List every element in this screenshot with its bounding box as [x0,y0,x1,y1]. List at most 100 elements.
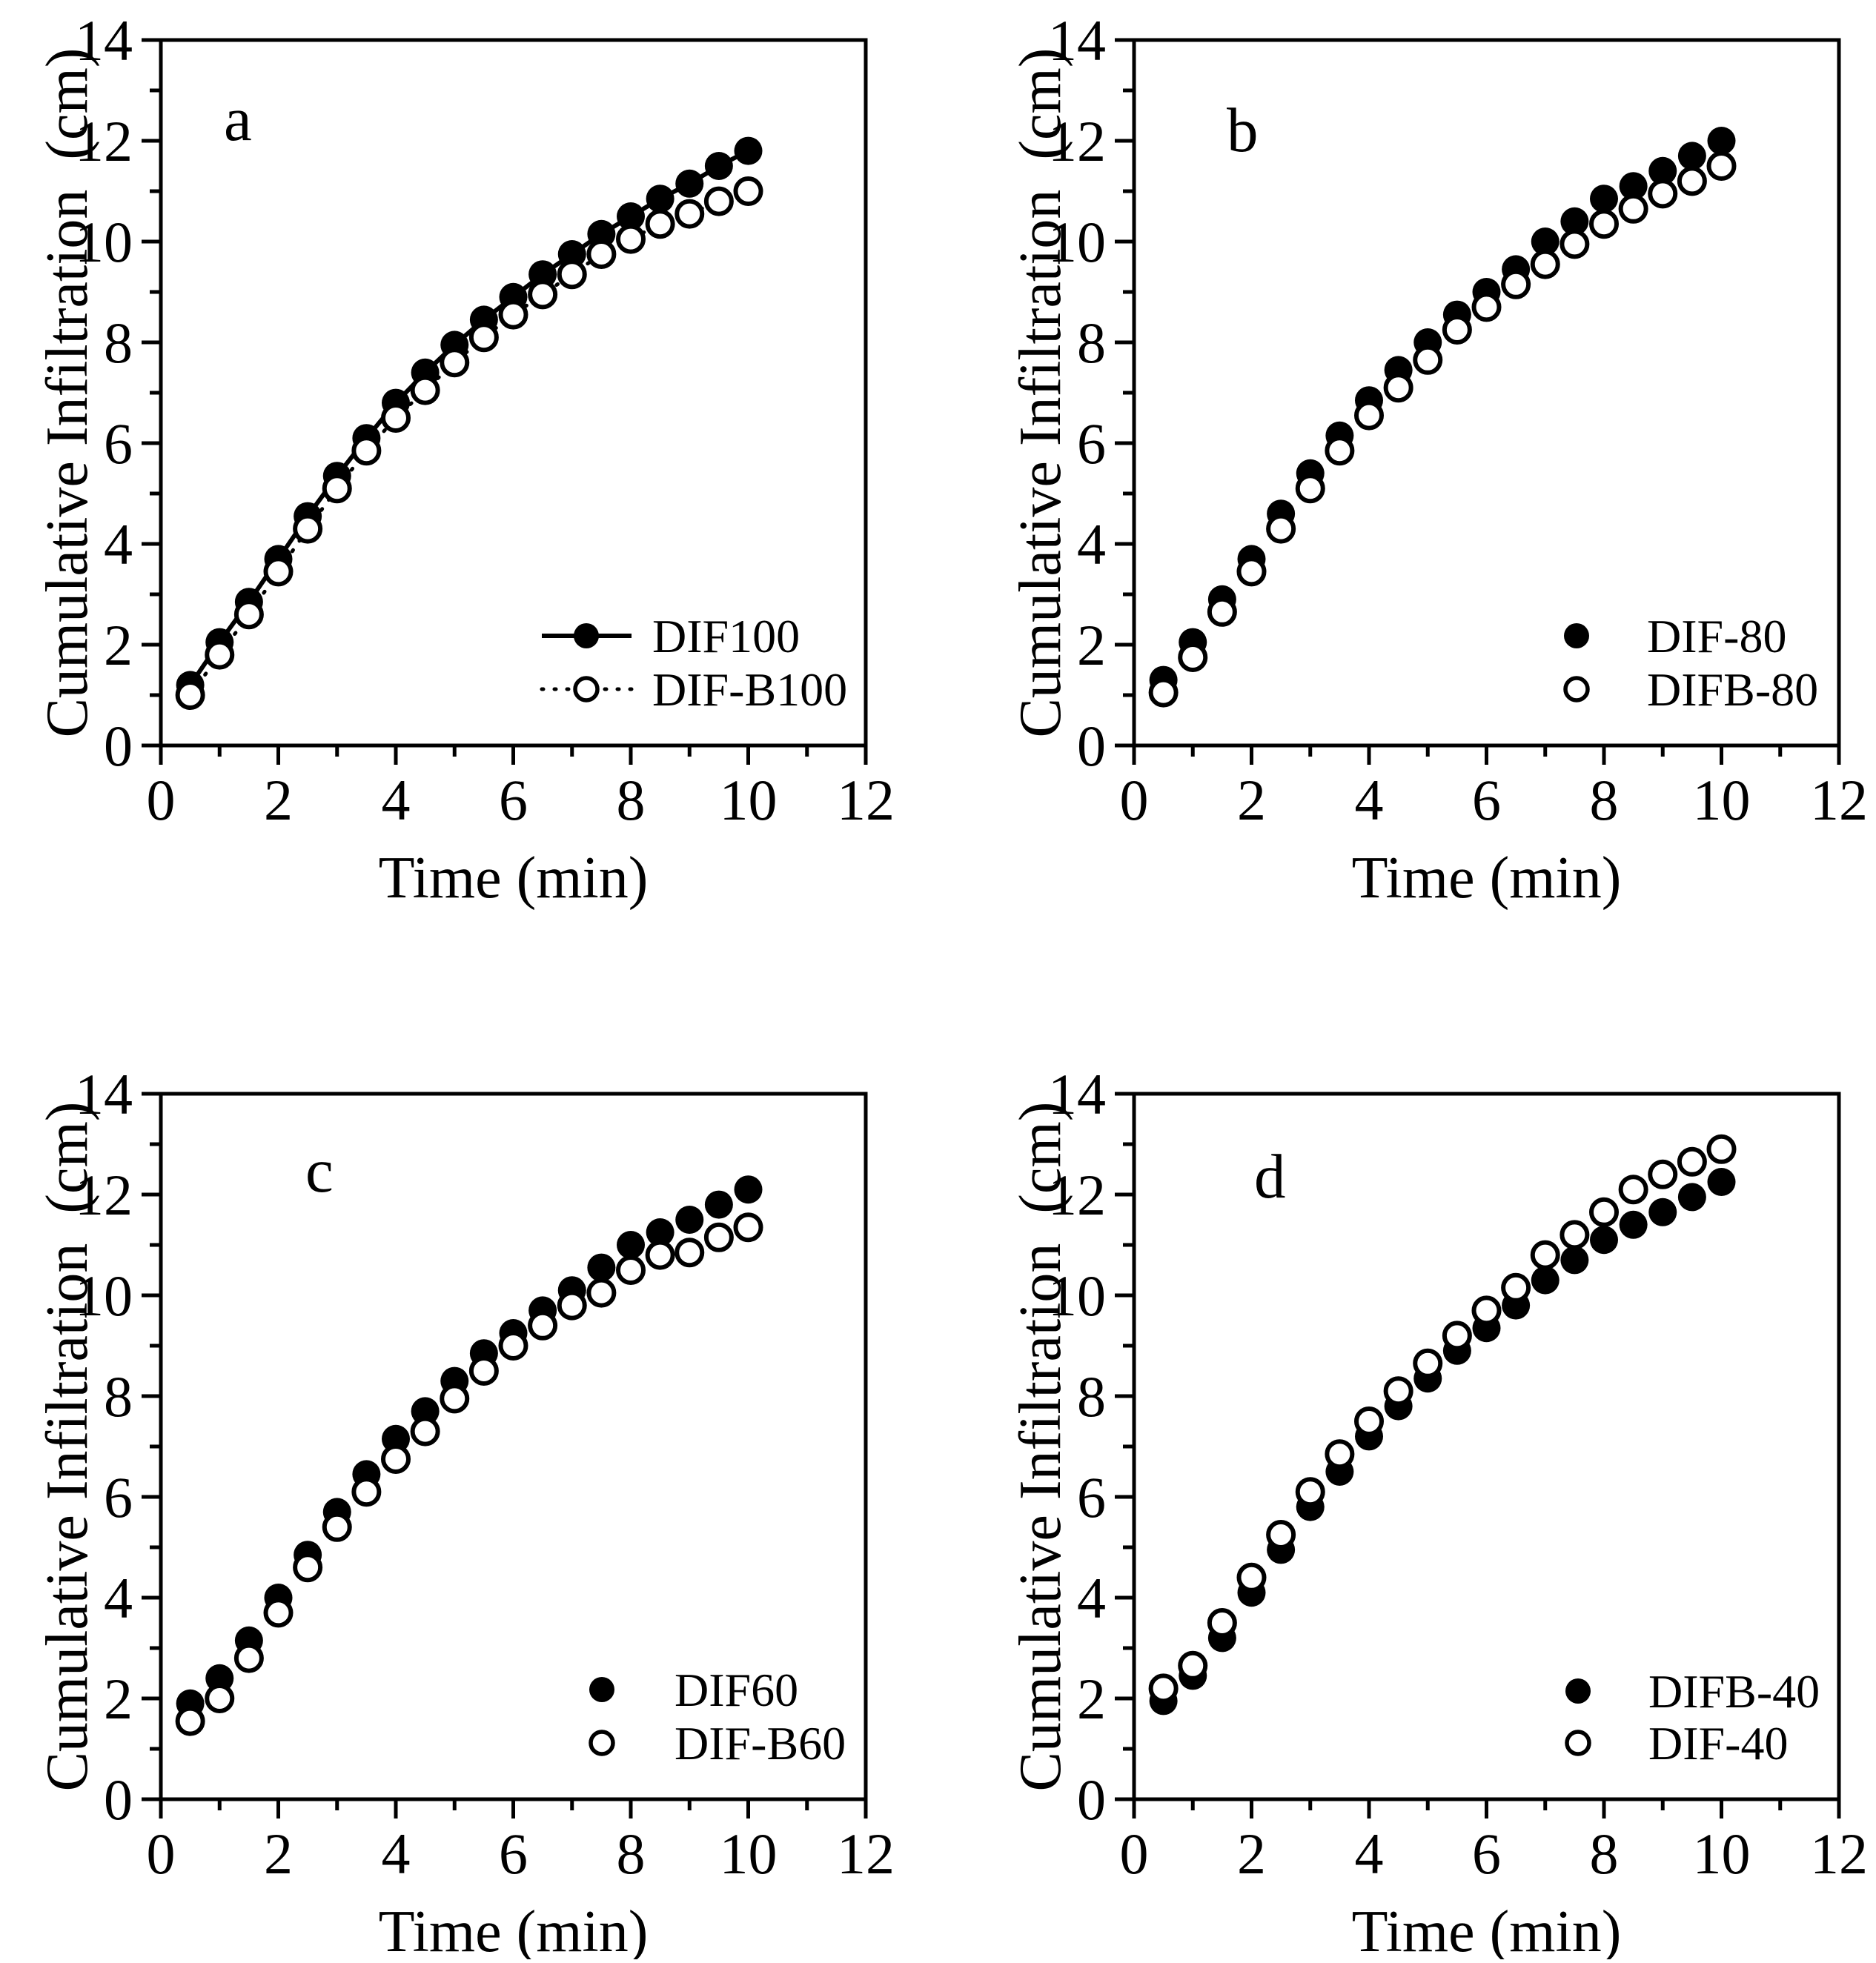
data-point [557,259,587,290]
data-point [1325,1439,1355,1469]
data-point [410,375,440,405]
y-tick-label: 14 [1048,8,1106,73]
x-tick-label: 2 [1237,1821,1266,1886]
data-point [205,640,235,670]
data-point [528,260,557,289]
legend-label-DIF100: DIF100 [652,610,800,662]
data-point [1148,677,1179,708]
x-tick-label: 6 [499,768,528,832]
series-DIFB-80 [1148,151,1737,708]
data-point [175,1706,205,1736]
data-point [440,348,470,378]
x-tick-label: 12 [1810,768,1868,832]
data-point [1590,1226,1618,1255]
data-point [1266,1520,1296,1550]
data-point [1207,1608,1237,1638]
data-point [587,1253,616,1282]
series-DIF-40 [1148,1134,1737,1704]
data-point [1677,142,1706,170]
y-tick-label: 14 [75,1062,133,1126]
x-tick-label: 12 [1810,1821,1868,1886]
data-point [205,1684,235,1713]
data-point [704,1190,733,1219]
data-point [1295,1477,1325,1507]
data-point [675,1238,705,1268]
legend-marker-open [1563,676,1590,703]
data-point [410,1416,440,1446]
panel-letter: d [1254,1142,1286,1212]
panel-letter: b [1227,96,1259,165]
data-point [1560,207,1589,236]
y-tick-label: 12 [75,109,133,173]
data-point [1530,249,1560,279]
data-point [1560,1220,1590,1250]
data-point [205,1664,234,1693]
legend-label-DIF-B60: DIF-B60 [675,1717,846,1770]
y-tick-label: 8 [1077,310,1106,375]
data-point [233,1643,264,1673]
x-tick-label: 10 [1693,768,1751,832]
data-point [1501,1272,1531,1303]
x-tick-label: 6 [1472,1821,1501,1886]
data-point [1590,185,1618,213]
data-point [1295,474,1325,504]
data-point [1178,1650,1208,1681]
y-axis-label: Cumulative Infiltration (cm) [1008,1102,1073,1792]
panel-a: 0 2 4 6 8 10 12 0 2 4 6 8 10 12 14 Time (min) Cumulative… [35,8,895,911]
data-point [1207,597,1237,627]
data-point [587,219,616,248]
panel-b: 0 2 4 6 8 10 12 0 2 4 6 8 10 12 14 Time (min) Cumulative… [1008,8,1868,911]
data-point [1442,1321,1472,1351]
data-point [645,209,675,239]
legend-label-DIF-40: DIF-40 [1648,1717,1788,1770]
data-point [528,1310,558,1341]
x-tick-label: 12 [837,1821,895,1886]
panel-d: 0 2 4 6 8 10 12 0 2 4 6 8 10 12 14 Time (min) Cumulative… [1008,1062,1868,1963]
x-tick-label: 0 [1120,768,1149,832]
y-tick-label: 2 [104,1667,133,1731]
data-point [1707,127,1736,155]
data-point [617,1231,645,1259]
data-point [1148,1673,1179,1704]
data-point [1501,269,1531,299]
y-tick-label: 10 [1048,210,1106,274]
x-tick-label: 2 [264,1821,293,1886]
y-tick-label: 0 [104,714,133,778]
data-point [1530,1240,1560,1270]
y-axis-label: Cumulative Infiltration (cm) [1008,48,1073,738]
x-axis-label: Time (min) [1352,846,1622,911]
series-DIF-B100 [175,176,763,710]
data-point [1413,345,1443,375]
data-point [1589,1197,1619,1227]
data-point [381,1444,411,1474]
data-point [734,1175,763,1204]
x-tick-label: 8 [1590,768,1619,832]
legend-label-DIFB-40: DIFB-40 [1648,1665,1820,1718]
data-point [498,299,528,330]
data-point [322,474,352,504]
data-point [263,1598,294,1628]
y-axis-label: Cumulative Infiltration (cm) [35,48,100,738]
data-point [1325,436,1355,466]
data-point [411,1397,440,1426]
data-point [468,322,499,353]
data-point [1471,292,1502,322]
data-point [586,239,617,269]
y-tick-label: 6 [1077,411,1106,476]
legend-label-DIFB-80: DIFB-80 [1647,663,1818,716]
data-point [263,557,294,587]
y-tick-label: 0 [1077,714,1106,778]
y-tick-label: 0 [1077,1767,1106,1832]
legend-marker-filled [1564,623,1589,648]
data-point [1413,1348,1443,1378]
data-point [1648,156,1677,185]
y-tick-label: 10 [75,1263,133,1328]
x-tick-label: 4 [382,768,411,832]
data-point [175,680,205,710]
x-tick-label: 10 [720,768,778,832]
data-point [1648,179,1678,209]
y-tick-label: 12 [1048,109,1106,173]
